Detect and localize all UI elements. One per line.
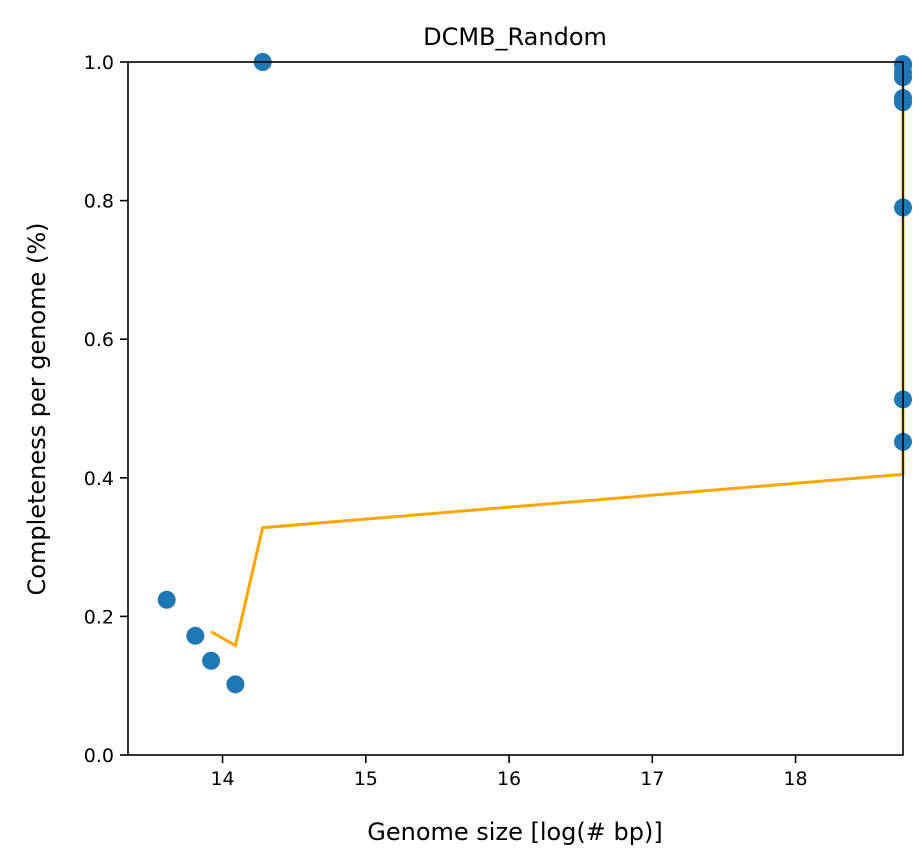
y-tick-label: 0.6: [84, 329, 114, 351]
y-tick-label: 0.0: [84, 745, 114, 767]
plot-frame: [127, 61, 904, 756]
y-tick-label: 0.4: [84, 468, 114, 490]
data-marks: [157, 53, 912, 694]
x-axis-label: Genome size [log(# bp)]: [367, 818, 662, 846]
x-tick-label: 17: [640, 768, 664, 790]
data-point: [157, 590, 176, 609]
data-point: [226, 675, 245, 694]
y-axis-label: Completeness per genome (%): [23, 223, 51, 596]
y-tick-label: 0.2: [84, 606, 114, 628]
y-tick-label: 0.8: [84, 191, 114, 213]
series-line: [210, 62, 905, 648]
x-tick-label: 16: [497, 768, 521, 790]
x-tick-label: 18: [783, 768, 807, 790]
x-tick-label: 14: [210, 768, 234, 790]
axes: 14 15 16 17 18 0.0 0.2 0.4 0.6 0.8 1.0: [84, 52, 904, 790]
data-point: [202, 651, 221, 670]
y-tick-label: 1.0: [84, 52, 114, 74]
data-point: [186, 626, 205, 645]
chart-title: DCMB_Random: [423, 23, 607, 51]
x-tick-label: 15: [354, 768, 378, 790]
